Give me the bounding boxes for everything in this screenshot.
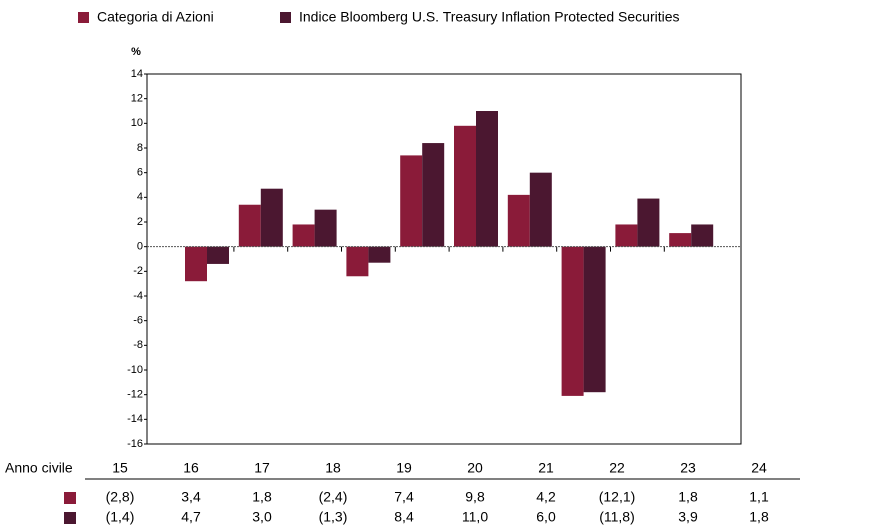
bar — [561, 246, 584, 396]
table-header: 15 — [112, 460, 128, 476]
y-tick-label: -2 — [133, 265, 143, 277]
table-header: 21 — [538, 460, 554, 476]
bar — [185, 246, 207, 282]
table-cell: 3,0 — [252, 509, 272, 525]
table-cell: 11,0 — [462, 509, 488, 525]
table-header: 17 — [254, 460, 270, 476]
table-cell: 4,2 — [536, 489, 556, 505]
table-cell: (1,4) — [106, 509, 135, 525]
bar — [400, 155, 423, 247]
y-tick-label: -6 — [133, 315, 143, 327]
bar — [260, 188, 283, 247]
table-cell: 1,8 — [252, 489, 272, 505]
table-cell: (12,1) — [599, 489, 636, 505]
bar — [346, 246, 369, 277]
bar — [691, 224, 714, 247]
y-tick-label: -8 — [133, 339, 143, 351]
legend-label: Indice Bloomberg U.S. Treasury Inflation… — [299, 9, 680, 25]
table-header: 19 — [396, 460, 412, 476]
bar — [314, 209, 337, 247]
table-cell: (11,8) — [599, 509, 635, 525]
table-header: 16 — [183, 460, 199, 476]
table-cell: (2,4) — [319, 489, 348, 505]
table-cell: 1,8 — [678, 489, 698, 505]
x-axis-label: Anno civile — [5, 460, 73, 476]
bar — [637, 198, 660, 247]
table-cell: 1,1 — [749, 489, 769, 505]
table-cell: (2,8) — [106, 489, 135, 505]
y-tick-label: -10 — [127, 364, 143, 376]
table-cell: 3,4 — [181, 489, 201, 505]
bar — [615, 224, 638, 247]
y-tick-label: -14 — [127, 413, 143, 425]
y-tick-label: -12 — [127, 389, 143, 401]
bar — [669, 233, 692, 247]
bar — [207, 246, 229, 264]
y-tick-label: 12 — [131, 93, 143, 105]
y-tick-label: 10 — [131, 117, 143, 129]
bar — [529, 172, 552, 247]
table-cell: 3,9 — [678, 509, 698, 525]
table-cell: (1,3) — [319, 509, 348, 525]
bar — [422, 143, 445, 247]
table-header: 24 — [751, 460, 767, 476]
plot-frame — [146, 73, 742, 445]
y-tick-label: 2 — [137, 216, 143, 228]
bar — [507, 194, 530, 247]
bar — [368, 246, 391, 263]
legend-swatch — [78, 12, 89, 23]
table-header: 18 — [325, 460, 341, 476]
table-cell: 8,4 — [394, 509, 414, 525]
table-swatch — [64, 492, 76, 504]
table-header: 23 — [680, 460, 696, 476]
table-swatch — [64, 512, 76, 524]
y-tick-label: 0 — [137, 241, 143, 253]
bar — [454, 125, 476, 247]
table-cell: 4,7 — [181, 509, 201, 525]
y-tick-label: 14 — [131, 68, 143, 80]
table-cell: 9,8 — [465, 489, 485, 505]
table-header: 22 — [609, 460, 625, 476]
table-cell: 6,0 — [536, 509, 556, 525]
legend-swatch — [280, 12, 291, 23]
y-tick-label: 4 — [137, 191, 143, 203]
bar — [238, 204, 261, 247]
legend-label: Categoria di Azioni — [97, 9, 214, 25]
y-tick-label: 8 — [137, 142, 143, 154]
bar — [583, 246, 606, 393]
y-tick-label: 6 — [137, 167, 143, 179]
bar — [476, 111, 498, 247]
table-header: 20 — [467, 460, 483, 476]
y-axis-label: % — [131, 46, 141, 58]
y-tick-label: -4 — [133, 290, 143, 302]
y-tick-label: -16 — [127, 438, 143, 450]
table-cell: 7,4 — [394, 489, 414, 505]
bar — [292, 224, 315, 247]
table-cell: 1,8 — [749, 509, 769, 525]
